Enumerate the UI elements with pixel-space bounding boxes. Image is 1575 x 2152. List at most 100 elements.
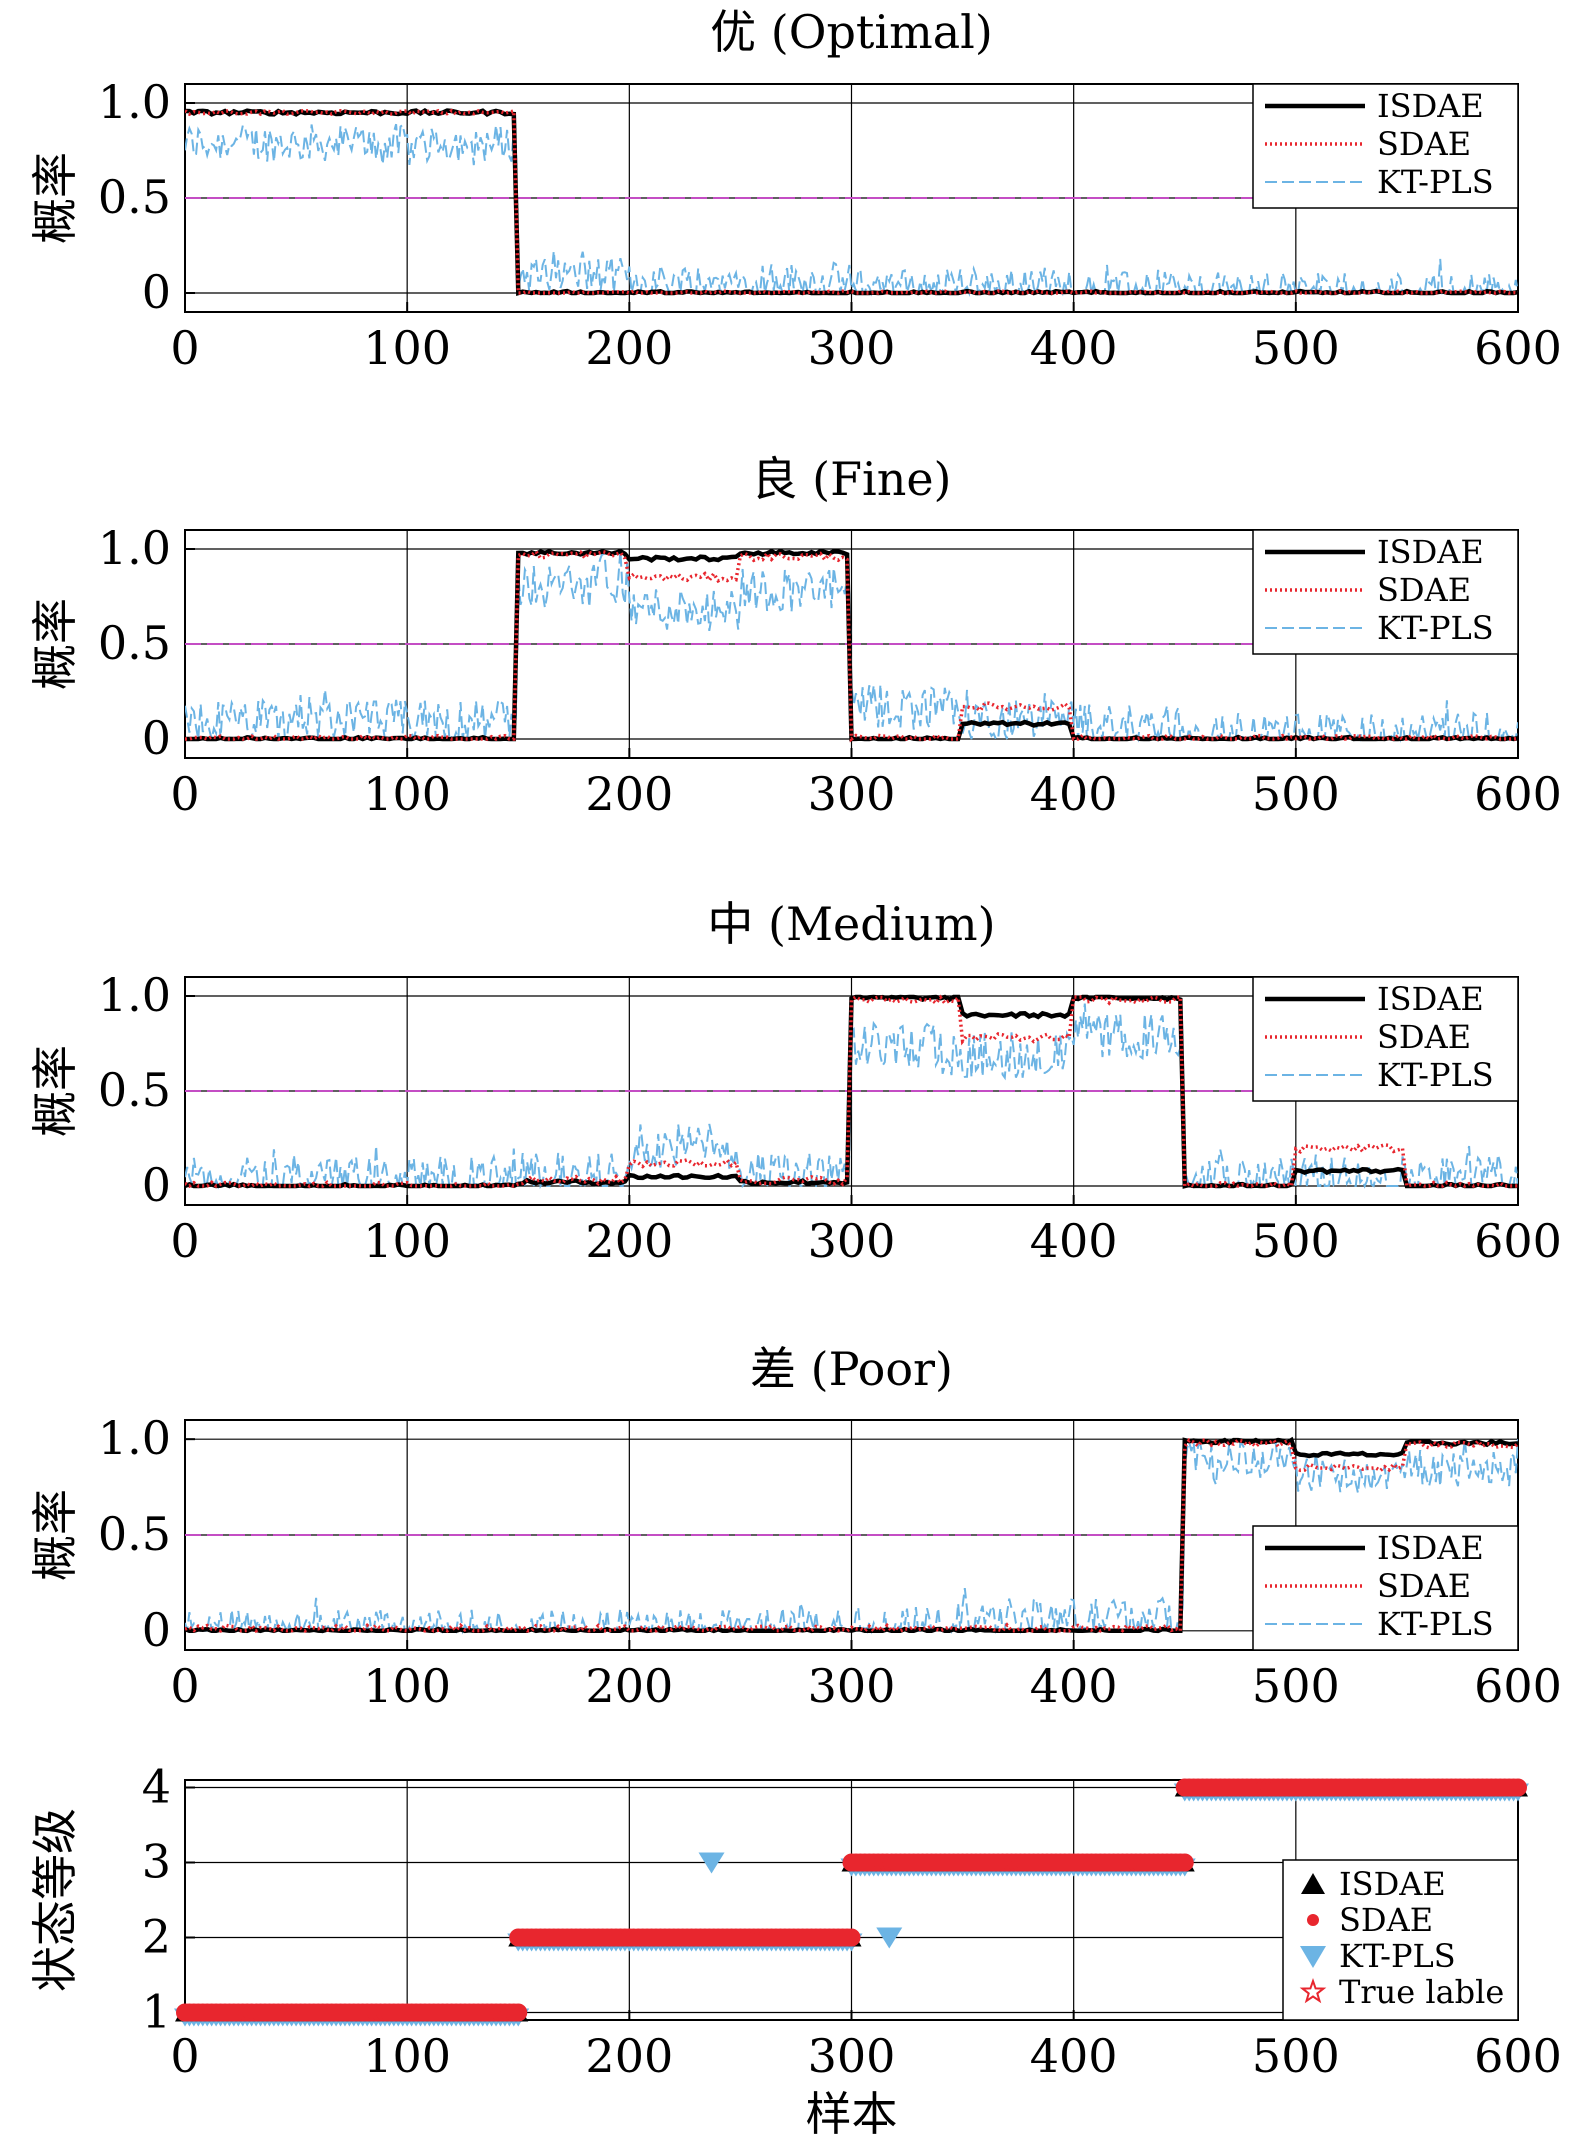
series-line-sdae xyxy=(185,994,1518,1189)
x-tick-label: 200 xyxy=(585,1214,673,1268)
y-tick-label: 0.5 xyxy=(98,1507,171,1561)
x-tick-label: 200 xyxy=(585,321,673,375)
chart-panel-3: 中 (Medium) 概率 0 100 200 300 400 500 600 0 0.5 1.0 IS… xyxy=(28,897,1562,1268)
y-tick-label: 0.5 xyxy=(98,1063,171,1117)
y-tick-label: 2 xyxy=(142,1910,171,1964)
y-tick-label: 0 xyxy=(142,265,171,319)
legend-label: SDAE xyxy=(1377,125,1471,163)
x-tick-label: 400 xyxy=(1030,767,1118,821)
x-tick-label: 100 xyxy=(363,767,451,821)
x-tick-label: 0 xyxy=(170,1214,199,1268)
y-axis-label: 概率 xyxy=(28,598,82,690)
legend-box xyxy=(1252,83,1519,209)
marker-sdae xyxy=(1509,1778,1527,1797)
x-tick-label: 600 xyxy=(1474,1214,1562,1268)
y-tick-label: 0 xyxy=(142,711,171,765)
x-tick-label: 500 xyxy=(1252,321,1340,375)
x-tick-label: 300 xyxy=(808,767,896,821)
marker-sdae xyxy=(842,1928,861,1947)
legend-label: True lable xyxy=(1339,1973,1504,2011)
y-tick-label: 0.5 xyxy=(98,170,171,224)
legend-label: ISDAE xyxy=(1377,1529,1484,1567)
x-tick-label: 500 xyxy=(1252,2029,1340,2083)
legend-label: KT-PLS xyxy=(1339,1937,1456,1975)
legend-label: SDAE xyxy=(1377,571,1471,609)
x-tick-label: 400 xyxy=(1030,1659,1118,1713)
x-tick-label: 300 xyxy=(808,1659,896,1713)
series-line-isdae xyxy=(185,994,1518,1189)
legend-label: SDAE xyxy=(1377,1018,1471,1056)
y-tick-label: 0 xyxy=(142,1158,171,1212)
y-axis-label: 概率 xyxy=(28,1045,82,1137)
x-tick-label: 200 xyxy=(585,1659,673,1713)
legend-label: SDAE xyxy=(1377,1567,1471,1605)
y-tick-label: 0.5 xyxy=(98,616,171,670)
y-tick-label: 1.0 xyxy=(98,1411,171,1465)
chart-panel-4: 差 (Poor) 概率 0 100 200 300 400 500 600 0 0.5 1.0 ISDA… xyxy=(28,1342,1562,1713)
y-tick-label: 3 xyxy=(142,1835,171,1889)
x-tick-label: 400 xyxy=(1030,2029,1118,2083)
x-tick-label: 100 xyxy=(363,321,451,375)
x-tick-label: 100 xyxy=(363,1659,451,1713)
series-line-sdae xyxy=(185,108,1518,295)
x-tick-label: 500 xyxy=(1252,1214,1340,1268)
legend-marker-ktpls xyxy=(1300,1946,1326,1968)
panel-title: 良 (Fine) xyxy=(752,452,952,506)
legend-label: SDAE xyxy=(1339,1901,1433,1939)
series-line-sdae xyxy=(185,548,1518,743)
chart-panel-2: 良 (Fine) 概率 0 100 200 300 400 500 600 0 0.5 1.0 ISDA… xyxy=(28,452,1562,821)
x-tick-label: 200 xyxy=(585,2029,673,2083)
y-axis-label: 状态等级 xyxy=(28,1808,82,1992)
panel-title: 差 (Poor) xyxy=(750,1342,953,1396)
x-tick-label: 0 xyxy=(170,767,199,821)
x-tick-label: 300 xyxy=(808,2029,896,2083)
x-tick-label: 0 xyxy=(170,2029,199,2083)
y-tick-label: 0 xyxy=(142,1603,171,1657)
y-tick-label: 1.0 xyxy=(98,521,171,575)
series-line-sdae xyxy=(185,1437,1518,1634)
x-tick-label: 600 xyxy=(1474,321,1562,375)
chart-panel-5: 状态等级 0 100 200 300 400 500 600 1 2 3 4 样本 ISDAESDAEKT… xyxy=(28,1760,1562,2142)
marker-ktpls-outlier xyxy=(698,1852,725,1874)
legend-label: KT-PLS xyxy=(1377,1056,1494,1094)
x-tick-label: 100 xyxy=(363,2029,451,2083)
x-tick-label: 0 xyxy=(170,1659,199,1713)
y-axis-label: 概率 xyxy=(28,152,82,244)
x-tick-label: 200 xyxy=(585,767,673,821)
legend-label: ISDAE xyxy=(1377,87,1484,125)
legend-label: ISDAE xyxy=(1377,980,1484,1018)
y-axis-label: 概率 xyxy=(28,1489,82,1581)
legend-marker-sdae xyxy=(1307,1914,1319,1926)
marker-sdae xyxy=(1175,1853,1194,1872)
x-axis-label: 样本 xyxy=(806,2087,898,2141)
legend-label: KT-PLS xyxy=(1377,163,1494,201)
x-tick-label: 300 xyxy=(808,1214,896,1268)
legend-label: KT-PLS xyxy=(1377,609,1494,647)
marker-sdae xyxy=(509,2003,528,2022)
y-tick-label: 1.0 xyxy=(98,75,171,129)
legend-marker-isdae xyxy=(1301,1873,1325,1894)
series-line-kt-pls xyxy=(185,123,1518,297)
legend-label: ISDAE xyxy=(1377,533,1484,571)
x-tick-label: 500 xyxy=(1252,767,1340,821)
marker-ktpls-outlier xyxy=(876,1927,903,1949)
chart-panel-1: 优 (Optimal) 概率 0 100 200 300 400 500 600 0 0.5 1.0 I… xyxy=(28,5,1562,375)
x-tick-label: 0 xyxy=(170,321,199,375)
x-tick-label: 100 xyxy=(363,1214,451,1268)
legend-label: KT-PLS xyxy=(1377,1605,1494,1643)
x-tick-label: 400 xyxy=(1030,1214,1118,1268)
x-tick-label: 300 xyxy=(808,321,896,375)
y-tick-label: 1 xyxy=(142,1985,171,2039)
panel-title: 优 (Optimal) xyxy=(710,5,993,59)
legend-marker-true-label xyxy=(1299,1977,1327,2004)
x-tick-label: 500 xyxy=(1252,1659,1340,1713)
y-tick-label: 4 xyxy=(142,1760,171,1814)
series-line-isdae xyxy=(185,1436,1518,1634)
x-tick-label: 600 xyxy=(1474,2029,1562,2083)
x-tick-label: 600 xyxy=(1474,1659,1562,1713)
